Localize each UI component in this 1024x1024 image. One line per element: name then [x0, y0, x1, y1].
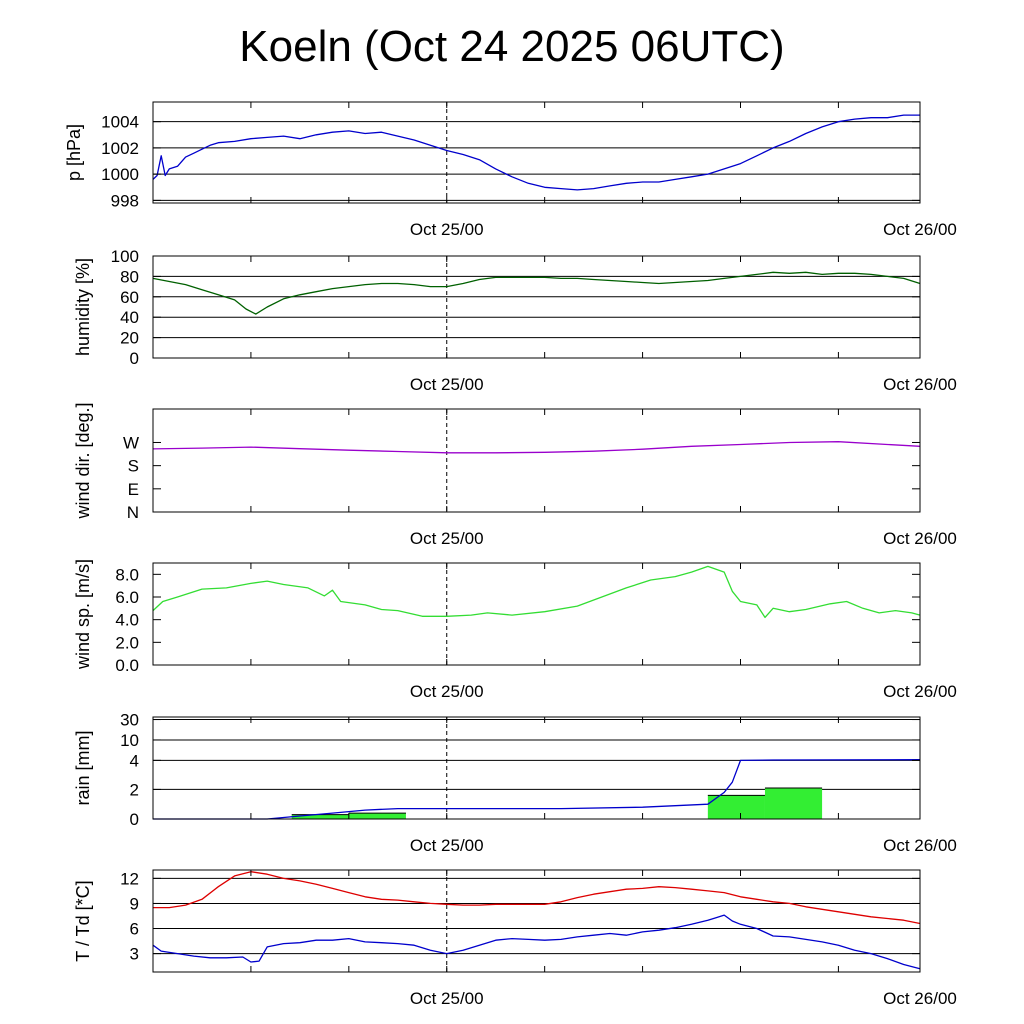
x-tick-label: Oct 26/00 [883, 836, 957, 855]
series-line-1 [152, 914, 921, 970]
plot-frame [152, 716, 921, 820]
y-tick-label: 60 [120, 288, 139, 307]
y-tick-label: 100 [111, 247, 139, 266]
y-tick-label: 20 [120, 329, 139, 348]
y-tick-label: S [128, 457, 139, 476]
series-line-0 [153, 759, 921, 820]
y-tick-label: 12 [120, 869, 139, 888]
page-title: Koeln (Oct 24 2025 06UTC) [239, 22, 785, 71]
x-tick-label: Oct 25/00 [410, 375, 484, 394]
y-tick-label: 10 [120, 731, 139, 750]
y-tick-label: 6.0 [115, 588, 139, 607]
panel-5: 3 6 9 12 T / Td [*C] Oct 25/00 Oct 26/00 [73, 869, 957, 1008]
y-axis-label: p [hPa] [64, 124, 84, 181]
x-tick-label: Oct 25/00 [410, 989, 484, 1008]
y-tick-label: 9 [130, 894, 139, 913]
y-tick-label: 4.0 [115, 611, 139, 630]
panel-3: 0.0 2.0 4.0 6.0 8.0 wind sp. [m/s] Oct 25/00 Oc… [73, 559, 957, 701]
y-tick-label: W [123, 433, 139, 452]
x-tick-label: Oct 26/00 [883, 529, 957, 548]
x-tick-label: Oct 25/00 [410, 682, 484, 701]
y-tick-label: N [127, 503, 139, 522]
series-line-0 [152, 114, 920, 191]
series-line-0 [152, 565, 921, 619]
y-tick-label: 998 [111, 191, 139, 210]
plot-frame [152, 408, 921, 513]
rain-bar [291, 814, 349, 819]
rain-bar [707, 795, 765, 819]
plot-frame [152, 255, 921, 359]
rain-bar [764, 787, 823, 819]
y-tick-label: 8.0 [115, 565, 139, 584]
panel-0: 998 1000 1002 1004 p [hPa] Oct 25/00 Oct 26/00 [64, 101, 957, 239]
plot-frame [152, 101, 921, 204]
y-axis-label: wind dir. [deg.] [73, 402, 93, 519]
y-tick-label: 1004 [101, 113, 139, 132]
y-tick-label: 0 [130, 810, 139, 829]
series-line-0 [153, 871, 921, 925]
x-tick-label: Oct 25/00 [410, 529, 484, 548]
x-tick-label: Oct 25/00 [410, 836, 484, 855]
plot-frame [152, 869, 921, 973]
y-tick-label: E [128, 480, 139, 499]
y-tick-label: 0 [130, 349, 139, 368]
y-axis-label: wind sp. [m/s] [73, 559, 93, 670]
x-tick-label: Oct 26/00 [883, 682, 957, 701]
y-tick-label: 30 [120, 711, 139, 730]
plot-frame [152, 562, 921, 666]
y-tick-label: 1002 [101, 139, 139, 158]
y-axis-label: T / Td [*C] [73, 880, 93, 961]
x-tick-label: Oct 26/00 [883, 375, 957, 394]
y-tick-label: 4 [130, 751, 139, 770]
y-axis-label: rain [mm] [73, 730, 93, 805]
y-tick-label: 80 [120, 267, 139, 286]
series-line-0 [152, 271, 921, 315]
y-axis-label: humidity [%] [73, 258, 93, 356]
y-tick-label: 40 [120, 308, 139, 327]
y-tick-label: 3 [130, 945, 139, 964]
y-tick-label: 2.0 [115, 633, 139, 652]
x-tick-label: Oct 26/00 [883, 989, 957, 1008]
rain-bar [348, 813, 406, 819]
y-tick-label: 1000 [101, 165, 139, 184]
y-tick-label: 6 [130, 920, 139, 939]
series-line-0 [152, 441, 921, 454]
y-tick-label: 2 [130, 780, 139, 799]
x-tick-label: Oct 25/00 [410, 220, 484, 239]
y-tick-label: 0.0 [115, 656, 139, 675]
x-tick-label: Oct 26/00 [883, 220, 957, 239]
